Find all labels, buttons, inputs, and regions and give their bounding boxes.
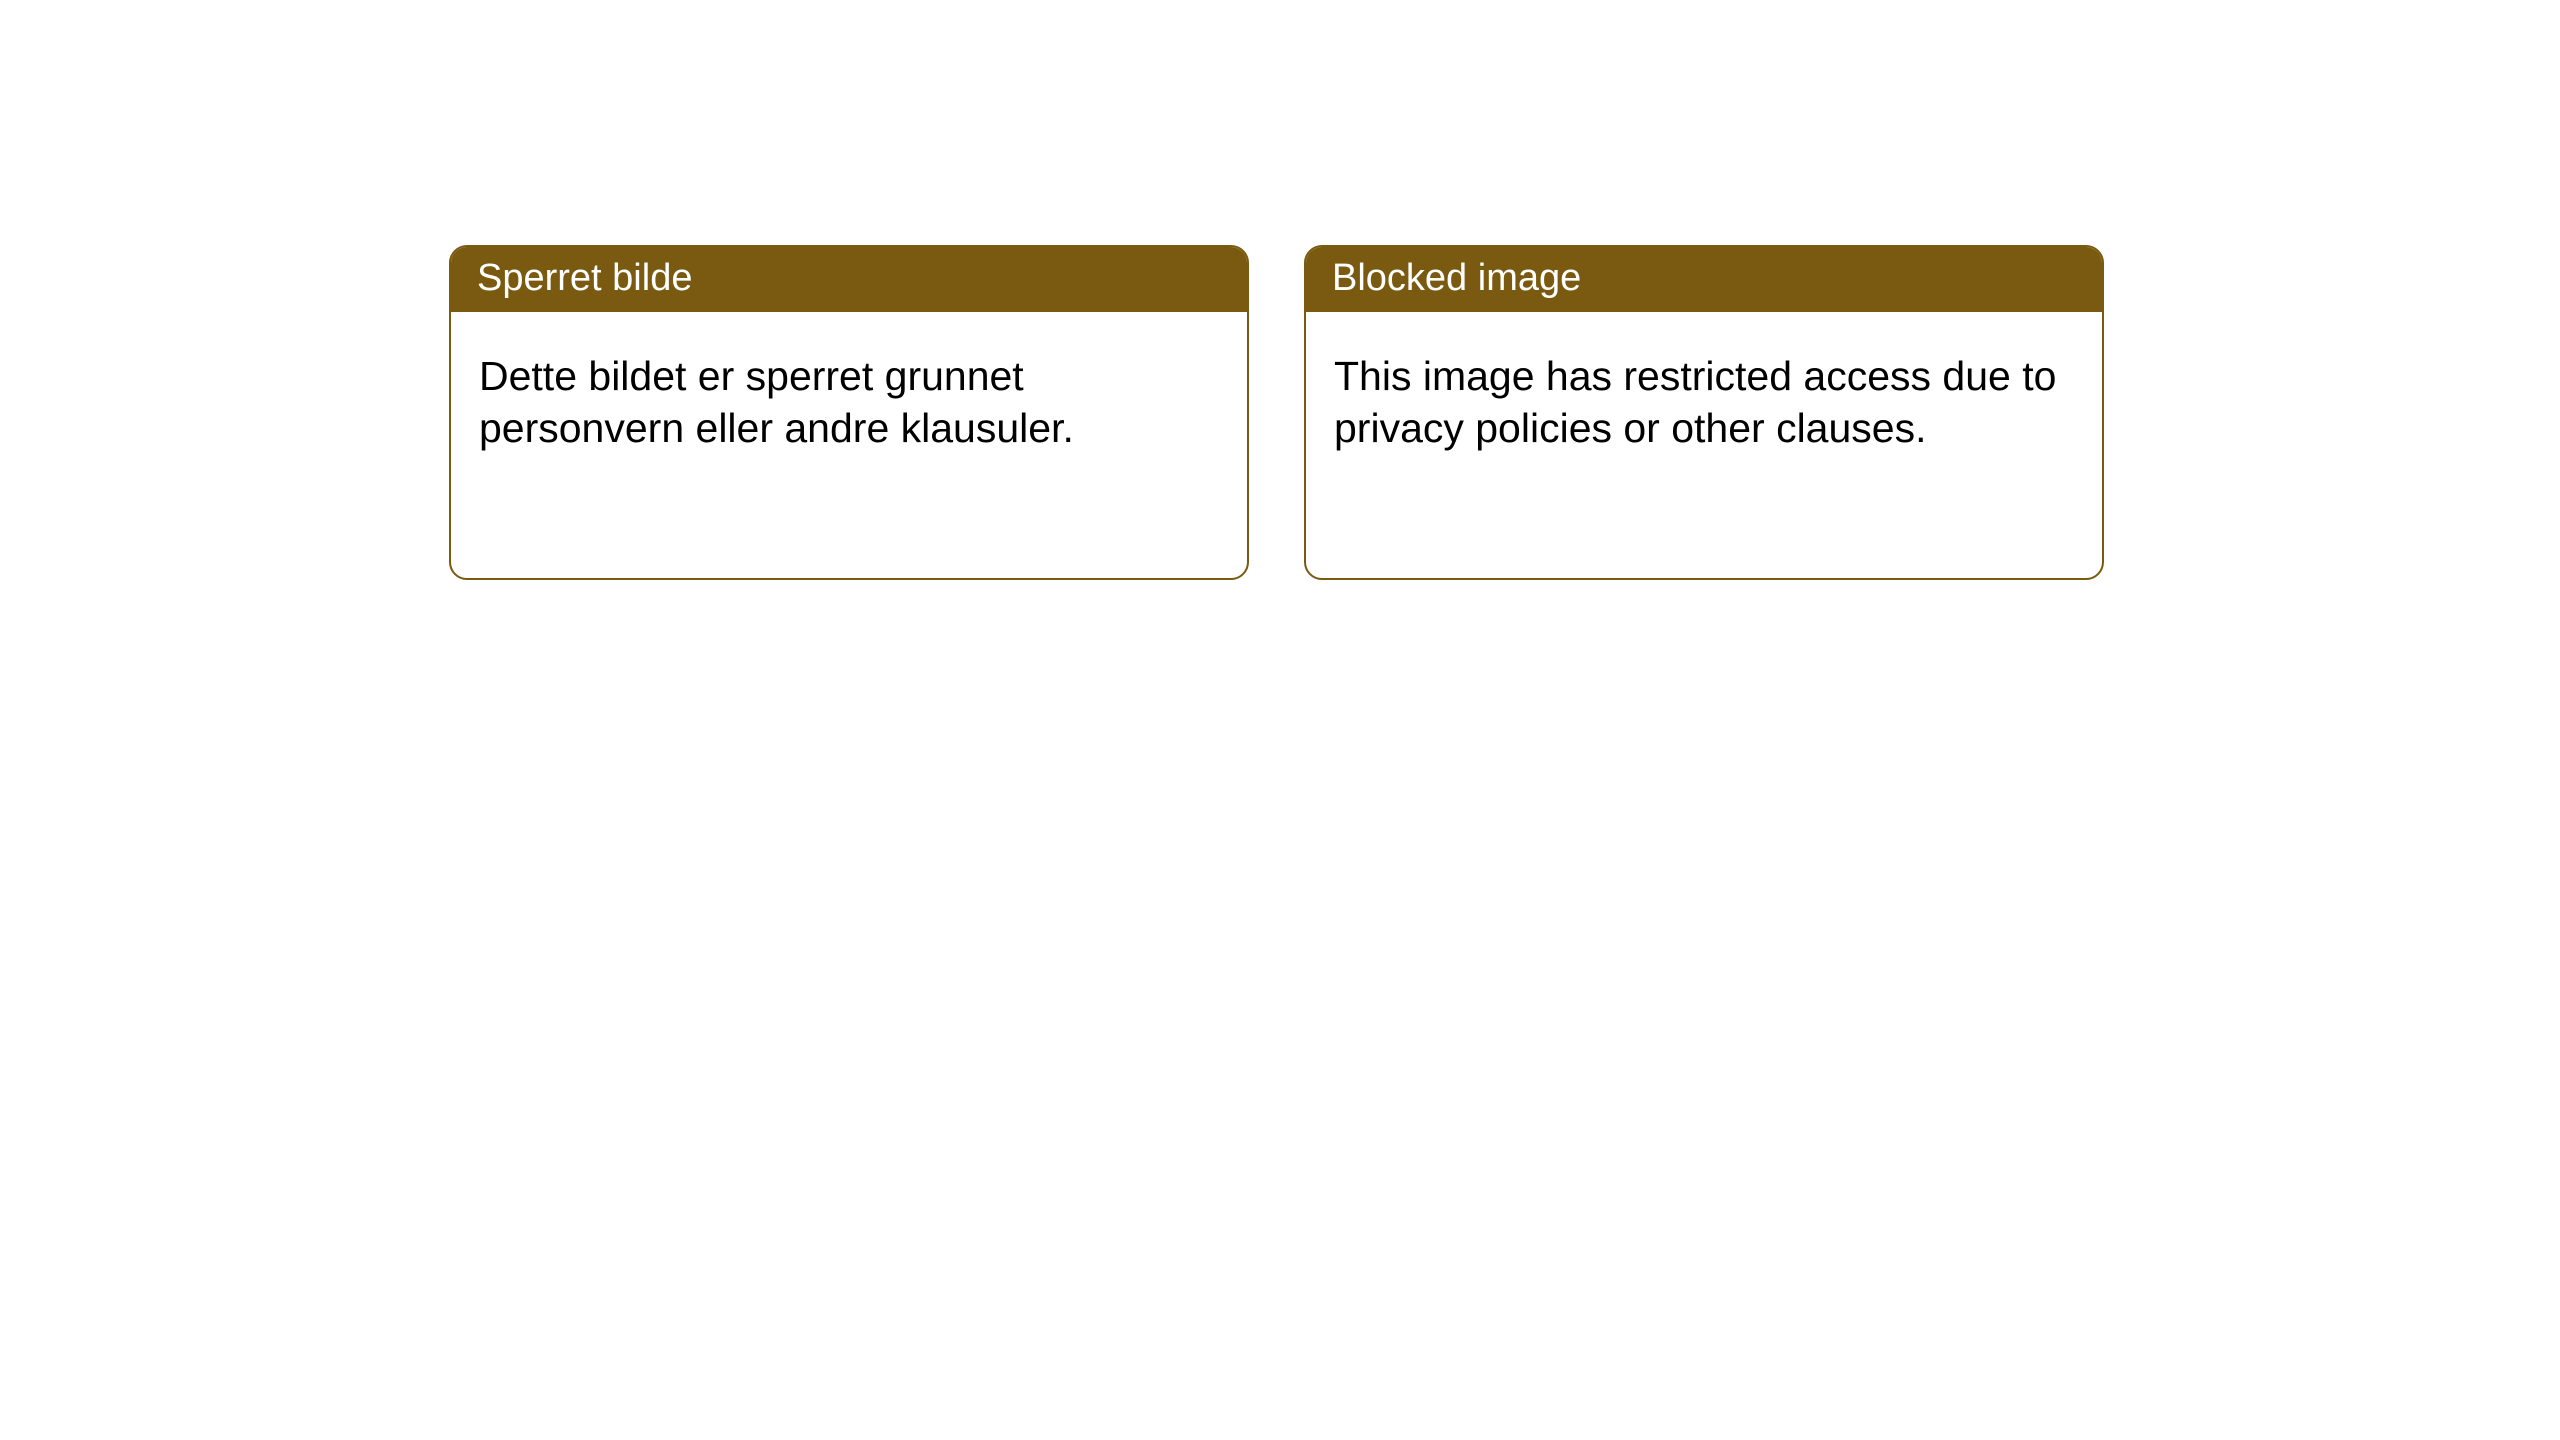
notice-card-norwegian: Sperret bilde Dette bildet er sperret gr… <box>449 245 1249 580</box>
notice-body-english: This image has restricted access due to … <box>1306 312 2102 483</box>
notice-header-norwegian: Sperret bilde <box>451 247 1247 312</box>
notice-body-norwegian: Dette bildet er sperret grunnet personve… <box>451 312 1247 483</box>
notice-cards-container: Sperret bilde Dette bildet er sperret gr… <box>449 245 2104 580</box>
notice-card-english: Blocked image This image has restricted … <box>1304 245 2104 580</box>
notice-header-english: Blocked image <box>1306 247 2102 312</box>
